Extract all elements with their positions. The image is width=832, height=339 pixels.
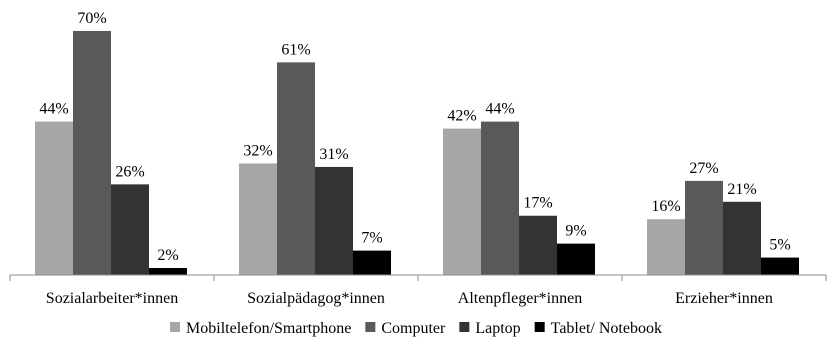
bar-mobiltelefon-smartphone xyxy=(239,163,277,275)
data-label-laptop: 26% xyxy=(115,163,144,180)
bar-laptop xyxy=(519,215,557,275)
legend-swatch-mobiltelefon-smartphone xyxy=(170,322,181,332)
data-labels-layer: 44% 70% 26% 2% 32% 61% 31% 7% 42% 44% 17% 9% 16% 27% 2… xyxy=(39,10,790,264)
bar-laptop xyxy=(315,166,353,275)
bar-computer xyxy=(277,62,315,275)
data-label-tablet-notebook: 5% xyxy=(769,237,790,254)
bar-tablet-notebook xyxy=(761,257,799,275)
category-labels: Sozialarbeiter*innen Sozialpädagog*innen A… xyxy=(46,290,773,307)
bar-mobiltelefon-smartphone xyxy=(35,121,73,275)
data-label-computer: 61% xyxy=(281,41,310,58)
bar-tablet-notebook xyxy=(557,243,595,275)
data-label-tablet-notebook: 9% xyxy=(565,223,586,240)
data-label-mobiltelefon-smartphone: 44% xyxy=(39,101,68,118)
bar-tablet-notebook xyxy=(149,268,187,275)
legend-label-computer: Computer xyxy=(381,320,446,337)
data-label-computer: 27% xyxy=(689,160,718,177)
legend-label-laptop: Laptop xyxy=(475,320,520,337)
data-label-mobiltelefon-smartphone: 16% xyxy=(651,198,680,215)
category-label: Sozialarbeiter*innen xyxy=(46,290,178,307)
legend-label-mobiltelefon-smartphone: Mobiltelefon/Smartphone xyxy=(186,320,351,337)
bar-laptop xyxy=(723,201,761,275)
bar-computer xyxy=(481,121,519,275)
x-axis-ticks xyxy=(9,275,827,281)
category-label: Sozialpädagog*innen xyxy=(247,290,385,307)
legend-swatch-tablet-notebook xyxy=(534,322,545,332)
bars-layer xyxy=(35,30,799,276)
data-label-computer: 44% xyxy=(485,101,514,118)
category-label: Altenpfleger*innen xyxy=(458,290,582,307)
data-label-tablet-notebook: 7% xyxy=(361,230,382,247)
data-label-mobiltelefon-smartphone: 42% xyxy=(447,108,476,125)
legend-swatch-laptop xyxy=(459,322,470,332)
category-label: Erzieher*innen xyxy=(675,290,773,307)
legend-label-tablet-notebook: Tablet/ Notebook xyxy=(551,320,662,337)
data-label-laptop: 17% xyxy=(523,195,552,212)
data-label-laptop: 21% xyxy=(727,181,756,198)
bar-computer xyxy=(73,30,111,276)
bar-tablet-notebook xyxy=(353,250,391,275)
data-label-computer: 70% xyxy=(77,10,106,27)
legend: Mobiltelefon/Smartphone Computer Laptop Tab… xyxy=(170,320,662,337)
bar-computer xyxy=(685,180,723,275)
bar-laptop xyxy=(111,184,149,275)
legend-swatch-computer xyxy=(365,322,376,332)
data-label-mobiltelefon-smartphone: 32% xyxy=(243,142,272,159)
bar-mobiltelefon-smartphone xyxy=(443,128,481,275)
bar-mobiltelefon-smartphone xyxy=(647,219,685,275)
data-label-laptop: 31% xyxy=(319,146,348,163)
data-label-tablet-notebook: 2% xyxy=(157,247,178,264)
